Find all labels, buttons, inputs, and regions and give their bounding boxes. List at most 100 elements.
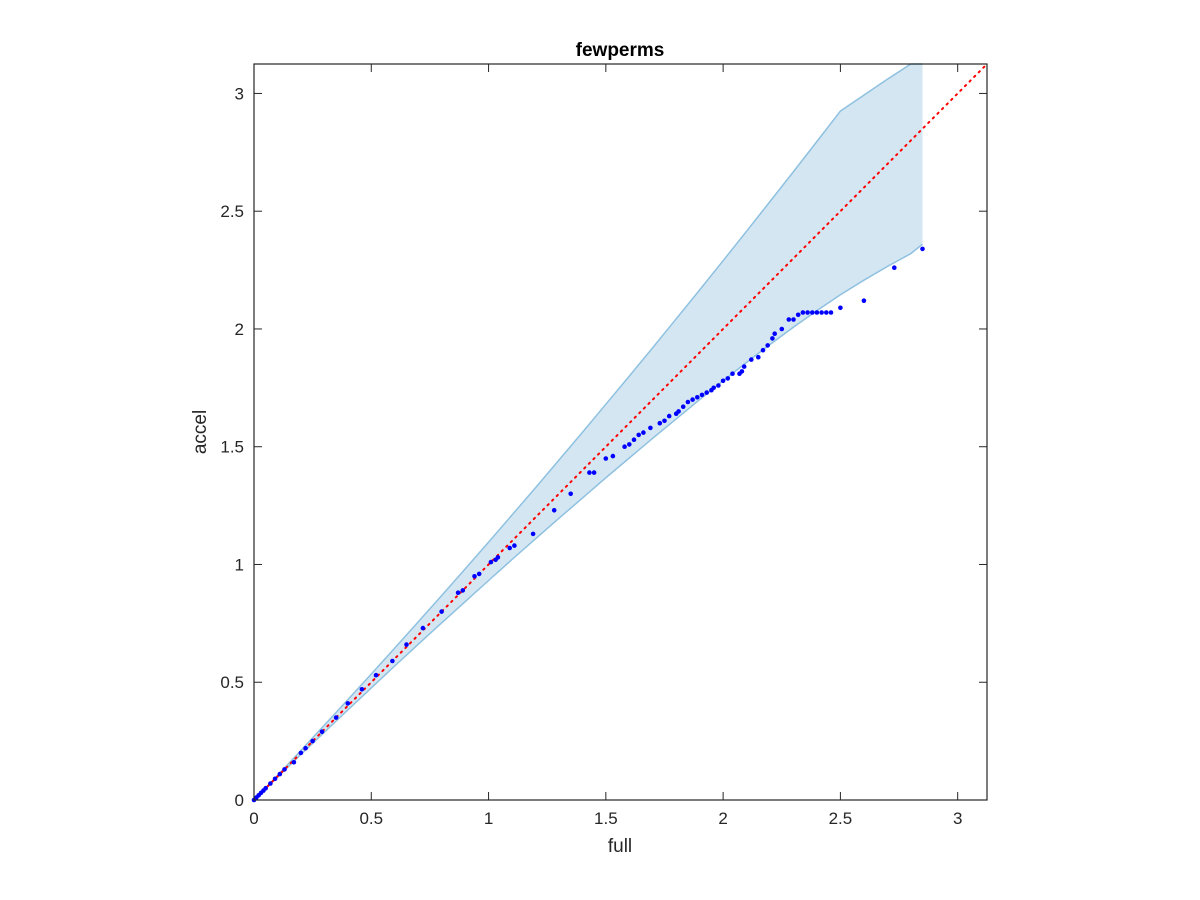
data-point (662, 418, 667, 424)
data-point (704, 390, 709, 395)
data-point (892, 265, 897, 271)
data-points (251, 246, 925, 803)
data-point (720, 378, 726, 384)
data-point (627, 442, 632, 447)
data-point (359, 687, 365, 692)
data-point (310, 738, 315, 744)
data-point (404, 642, 409, 647)
confidence-band (254, 64, 923, 800)
data-point (749, 357, 754, 362)
x-tick-label: 0.5 (359, 809, 383, 828)
data-point (791, 317, 796, 322)
data-point (488, 559, 494, 565)
data-point (676, 409, 681, 414)
y-tick-label: 0.5 (220, 673, 244, 692)
data-point (760, 347, 766, 353)
identity-reference-line (253, 63, 988, 801)
data-point (838, 305, 843, 311)
plot-area (251, 63, 988, 803)
data-point (699, 392, 705, 398)
data-point (530, 531, 536, 537)
data-point (291, 760, 297, 765)
data-point (263, 785, 269, 791)
data-point (824, 310, 829, 315)
data-point (303, 745, 308, 751)
data-point (685, 399, 691, 405)
x-axis-ticks: 0 0.5 1 1.5 2 2.5 3 (249, 64, 962, 828)
data-point (828, 310, 834, 315)
data-point (591, 470, 597, 475)
x-tick-label: 1 (484, 809, 493, 828)
data-point (460, 588, 466, 593)
data-point (695, 395, 700, 400)
data-point (657, 420, 663, 426)
data-point (636, 432, 641, 438)
data-point (730, 371, 735, 377)
data-point (741, 364, 747, 369)
data-point (779, 326, 785, 332)
data-point (439, 609, 444, 614)
data-point (272, 776, 278, 782)
data-point (631, 437, 637, 443)
data-point (495, 555, 501, 560)
data-point (507, 545, 512, 551)
y-axis-label: accel (190, 410, 211, 454)
data-point (610, 453, 616, 459)
y-tick-label: 1.5 (220, 438, 244, 457)
data-point (268, 781, 273, 786)
data-point (711, 385, 716, 391)
data-point (739, 369, 745, 374)
data-point (319, 729, 325, 734)
x-tick-label: 3 (953, 809, 962, 828)
confidence-band-lower-edge (253, 243, 923, 801)
data-point (756, 354, 761, 360)
data-point (587, 470, 592, 475)
data-point (716, 383, 721, 388)
data-point (568, 491, 573, 497)
data-point (512, 543, 517, 548)
data-point (277, 771, 283, 777)
data-point (603, 456, 609, 461)
data-point (800, 310, 806, 315)
confidence-band-upper-edge (253, 63, 923, 801)
data-point (390, 658, 395, 664)
data-point (920, 246, 925, 252)
data-point (819, 310, 824, 315)
data-point (551, 508, 557, 513)
data-point (772, 331, 777, 337)
data-point (680, 404, 686, 410)
data-point (861, 298, 867, 304)
data-point (725, 376, 731, 381)
data-point (641, 430, 646, 435)
data-point (622, 444, 627, 450)
axes-box (253, 63, 988, 801)
data-point (298, 750, 304, 756)
data-point (472, 574, 477, 579)
data-point (765, 343, 770, 348)
y-tick-label: 3 (235, 84, 244, 103)
data-point (814, 310, 820, 315)
data-point (345, 701, 351, 706)
y-tick-label: 2 (235, 320, 244, 339)
data-point (420, 625, 426, 631)
data-point (795, 312, 801, 318)
data-point (690, 397, 695, 402)
data-point (455, 590, 461, 595)
x-tick-label: 1.5 (594, 809, 618, 828)
data-point (648, 425, 653, 431)
x-tick-label: 0 (249, 809, 258, 828)
data-point (805, 310, 810, 315)
data-point (770, 336, 775, 341)
data-point (666, 413, 672, 419)
data-point (282, 767, 287, 772)
y-axis-ticks: 0 0.5 1 1.5 2 2.5 3 (220, 84, 987, 810)
x-axis-label: full (608, 836, 632, 857)
x-tick-label: 2 (718, 809, 727, 828)
data-point (373, 672, 379, 678)
x-tick-label: 2.5 (829, 809, 853, 828)
data-point (333, 715, 339, 720)
chart-title: fewperms (576, 40, 665, 61)
data-point (476, 571, 482, 577)
y-tick-label: 2.5 (220, 202, 244, 221)
